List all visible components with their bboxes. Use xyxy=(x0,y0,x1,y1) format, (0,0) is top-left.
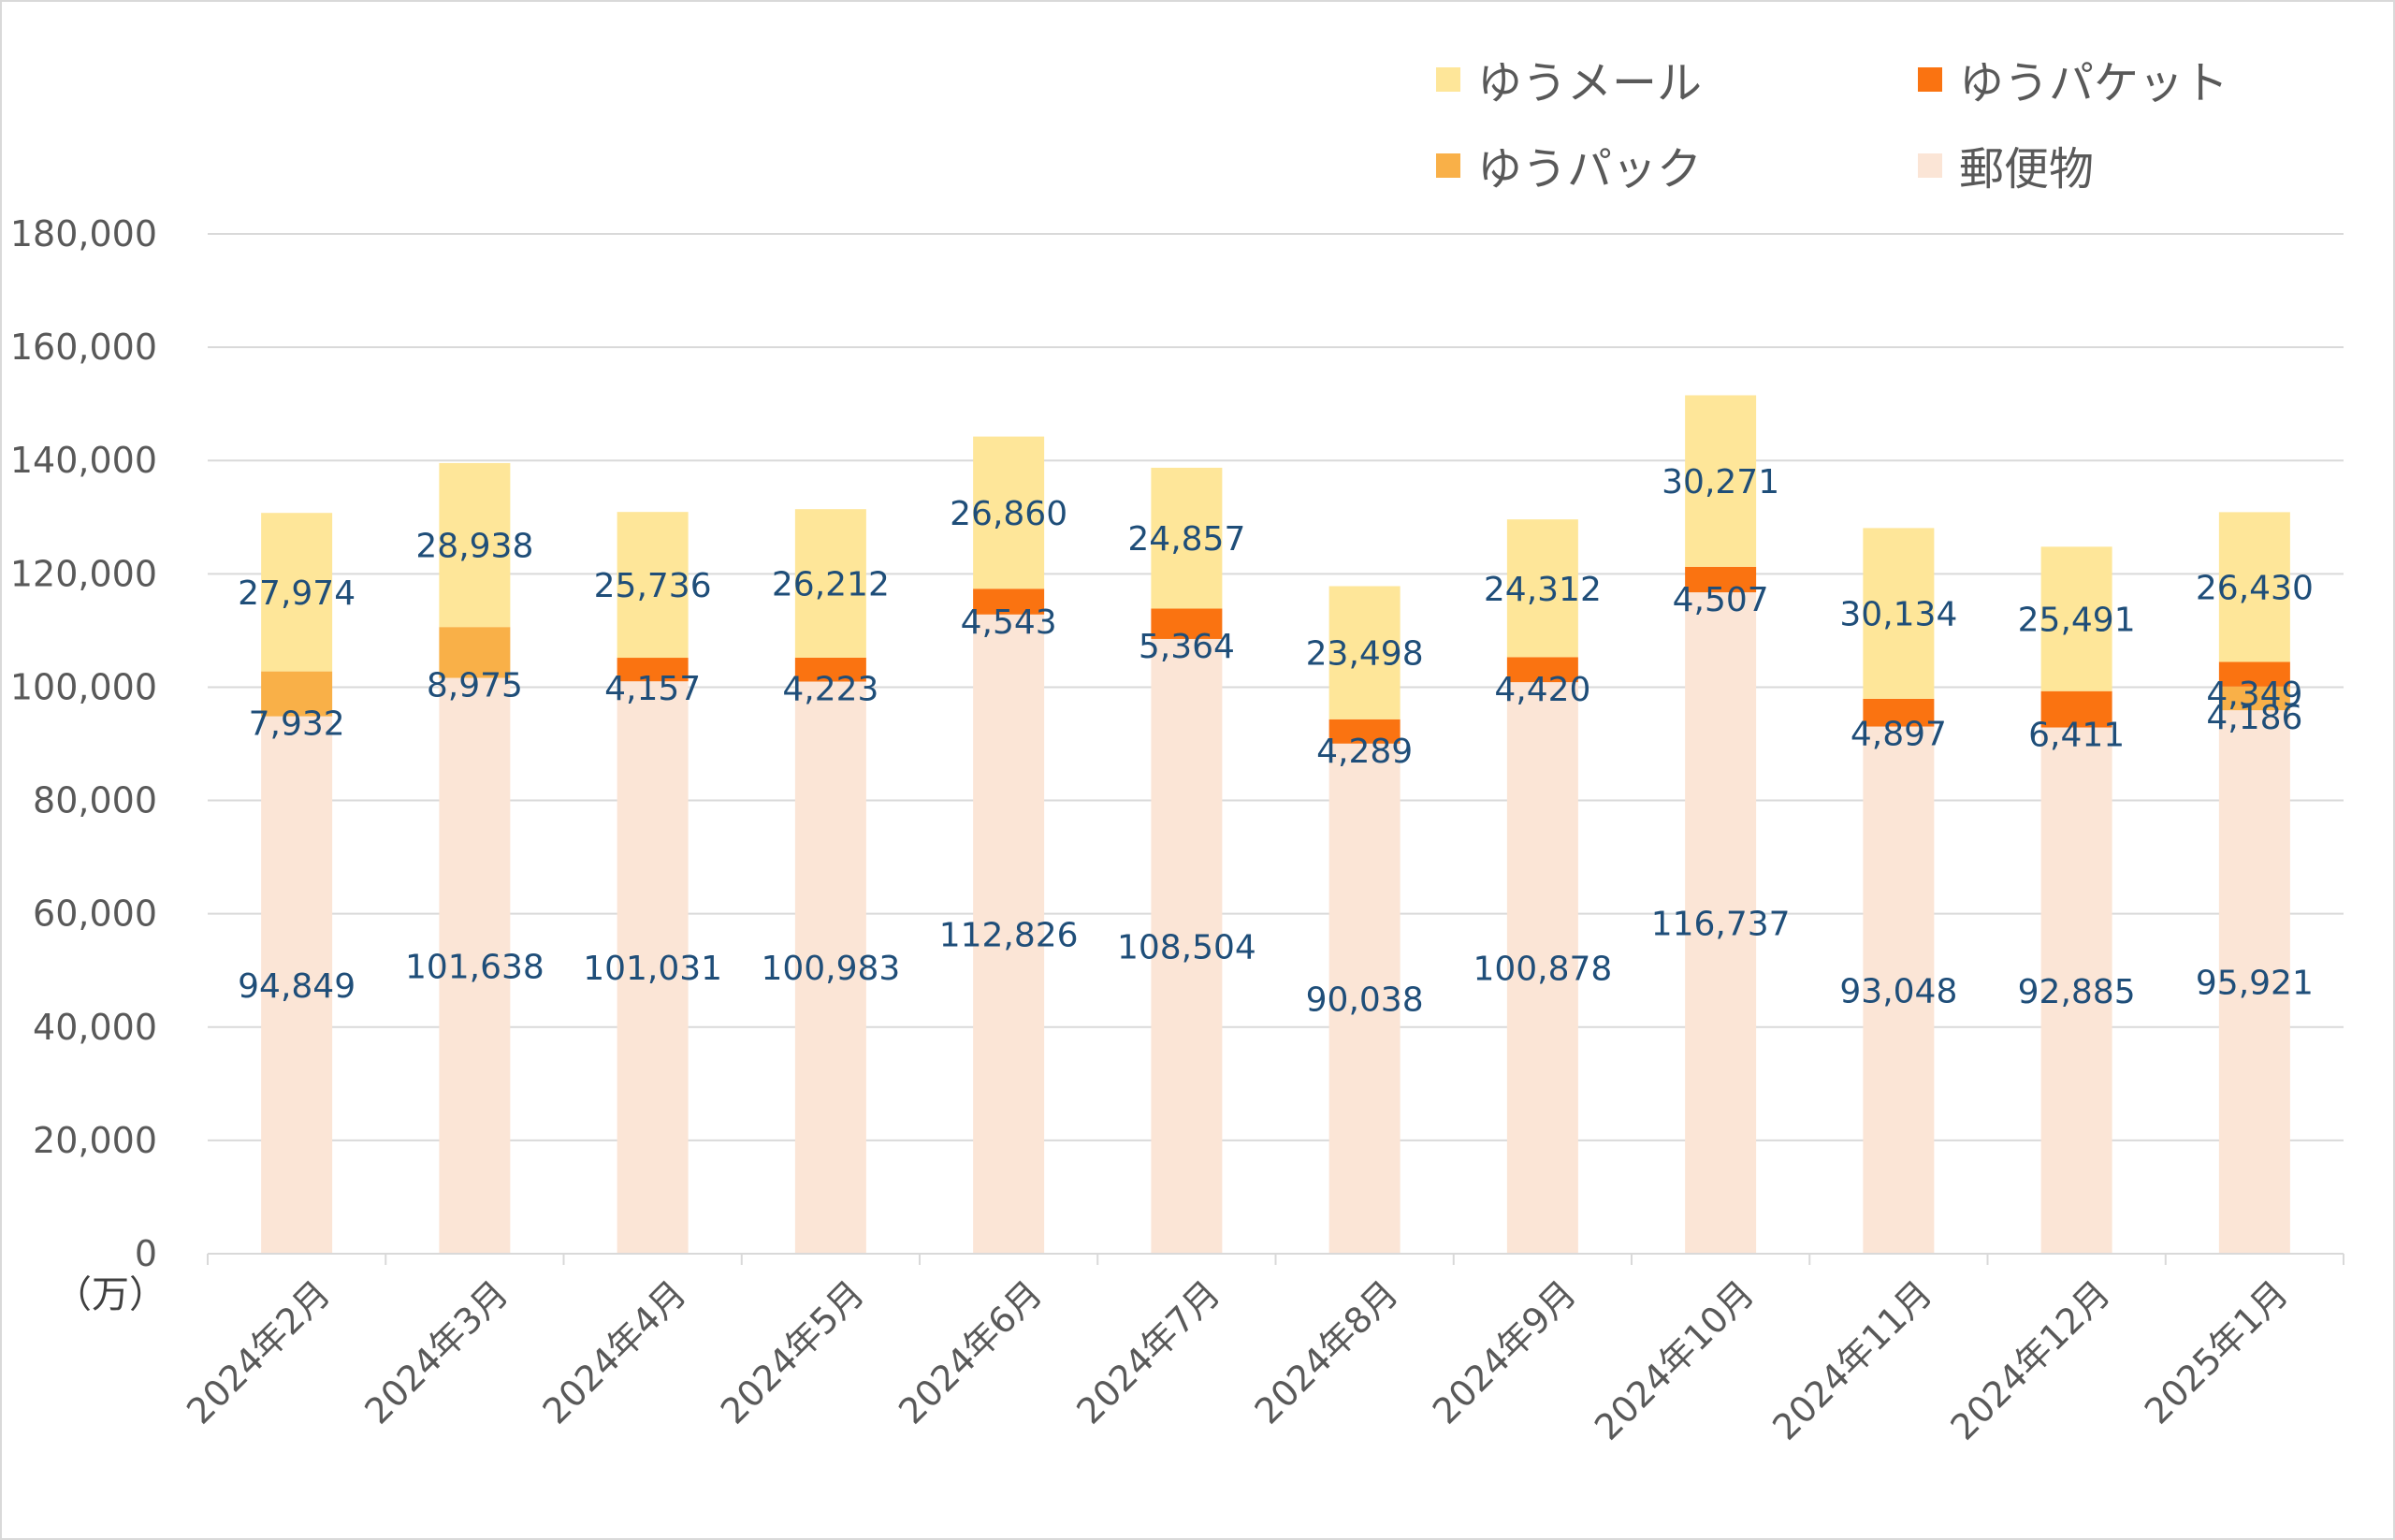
data-label: 100,878 xyxy=(1473,951,1612,989)
bar-segment xyxy=(617,681,689,1254)
bar-segment xyxy=(1506,682,1578,1254)
data-label: 116,737 xyxy=(1651,906,1791,944)
data-label: 100,983 xyxy=(761,950,900,988)
bar-segment xyxy=(261,671,333,717)
bar-segment xyxy=(1151,638,1223,1254)
bar-segment xyxy=(1863,726,1935,1254)
bar-segment xyxy=(2040,727,2112,1254)
bar-segment xyxy=(1328,719,1401,744)
legend-swatch xyxy=(1918,153,1942,178)
bars xyxy=(261,395,2290,1254)
data-label: 30,134 xyxy=(1839,596,1957,634)
legend-swatch xyxy=(1436,67,1460,92)
legend-swatch xyxy=(1918,67,1942,92)
data-label: 26,212 xyxy=(772,566,890,604)
legend-label: ゆうメール xyxy=(1477,57,1702,109)
data-label: 24,312 xyxy=(1484,571,1602,609)
bar-segment xyxy=(1328,586,1401,719)
data-label: 4,223 xyxy=(782,670,878,708)
bar-segment xyxy=(2218,710,2290,1254)
data-label: 7,932 xyxy=(249,705,345,744)
data-label: 95,921 xyxy=(2196,965,2314,1003)
gridlines xyxy=(208,233,2344,1141)
data-label: 93,048 xyxy=(1839,972,1957,1010)
data-label: 4,897 xyxy=(1851,716,1947,754)
bar-segment xyxy=(2040,546,2112,691)
bar-segment xyxy=(1685,592,1757,1254)
data-label: 92,885 xyxy=(2018,973,2136,1011)
data-label: 108,504 xyxy=(1117,928,1256,966)
bar-segment xyxy=(1506,657,1578,683)
data-label: 4,543 xyxy=(961,603,1057,642)
bar-segment xyxy=(439,627,511,678)
data-label: 4,186 xyxy=(2206,699,2302,737)
bar-segment xyxy=(439,677,511,1254)
y-tick-label: 0 xyxy=(135,1233,157,1274)
data-label: 4,420 xyxy=(1494,671,1590,709)
y-tick-label: 160,000 xyxy=(10,327,157,368)
bar-segment xyxy=(794,509,866,658)
bar-segment xyxy=(1151,608,1223,639)
data-label: 4,507 xyxy=(1673,581,1769,619)
legend-label: ゆうパック xyxy=(1477,143,1702,196)
data-label: 23,498 xyxy=(1306,635,1424,674)
legend-swatch xyxy=(1436,153,1460,178)
bar-segment xyxy=(973,436,1045,589)
data-label: 112,826 xyxy=(939,916,1079,954)
data-label: 6,411 xyxy=(2028,717,2125,755)
bar-segment xyxy=(1506,519,1578,658)
y-tick-label: 100,000 xyxy=(10,666,157,707)
y-tick-label: 20,000 xyxy=(33,1120,157,1161)
y-tick-label: 80,000 xyxy=(33,780,157,821)
y-tick-label: 40,000 xyxy=(33,1007,157,1048)
bar-segment xyxy=(1685,566,1757,593)
y-tick-label: 180,000 xyxy=(10,213,157,254)
bar-segment xyxy=(617,512,689,659)
data-label: 8,975 xyxy=(427,667,523,705)
bar-segment xyxy=(2218,661,2290,687)
bar-segment xyxy=(794,657,866,682)
bar-segment xyxy=(973,588,1045,615)
bar-segment xyxy=(794,681,866,1254)
data-label: 30,271 xyxy=(1662,463,1779,501)
data-label: 5,364 xyxy=(1139,628,1235,666)
data-label: 101,638 xyxy=(405,948,544,986)
bar-segment xyxy=(1863,528,1935,699)
data-label: 4,289 xyxy=(1316,733,1413,771)
data-label: 24,857 xyxy=(1127,520,1245,559)
bar-segment xyxy=(1328,743,1401,1254)
data-label: 26,860 xyxy=(950,495,1067,533)
bar-segment xyxy=(2040,690,2112,728)
y-tick-label: 120,000 xyxy=(10,553,157,594)
bar-segment xyxy=(1685,395,1757,567)
bar-segment xyxy=(2218,512,2290,662)
data-label: 25,491 xyxy=(2018,602,2136,640)
bar-segment xyxy=(1863,698,1935,727)
data-label: 26,430 xyxy=(2196,569,2314,607)
data-label: 90,038 xyxy=(1306,981,1424,1019)
data-labels: 94,849 7,932 27,974 101,638 8,975 28,938 101,0… xyxy=(238,463,2314,1019)
data-label: 27,974 xyxy=(238,574,356,613)
data-label: 28,938 xyxy=(415,528,533,566)
y-tick-label: 60,000 xyxy=(33,893,157,935)
data-label: 4,157 xyxy=(604,670,701,708)
bar-segment xyxy=(1151,467,1223,609)
legend-label: 郵便物 xyxy=(1959,143,2094,196)
bar-segment xyxy=(439,462,511,628)
legend-label: ゆうパケット xyxy=(1959,57,2228,109)
data-label: 94,849 xyxy=(238,967,356,1006)
bar-segment xyxy=(617,658,689,682)
bar-segment xyxy=(261,513,333,672)
data-label: 25,736 xyxy=(594,567,712,605)
bar-segment xyxy=(973,614,1045,1254)
bar-segment xyxy=(2218,686,2290,711)
data-label: 4,349 xyxy=(2206,676,2302,714)
y-tick-label: 140,000 xyxy=(10,440,157,481)
data-label: 101,031 xyxy=(583,950,722,988)
bar-segment xyxy=(261,716,333,1254)
y-axis-unit-label: （万） xyxy=(54,1273,167,1316)
